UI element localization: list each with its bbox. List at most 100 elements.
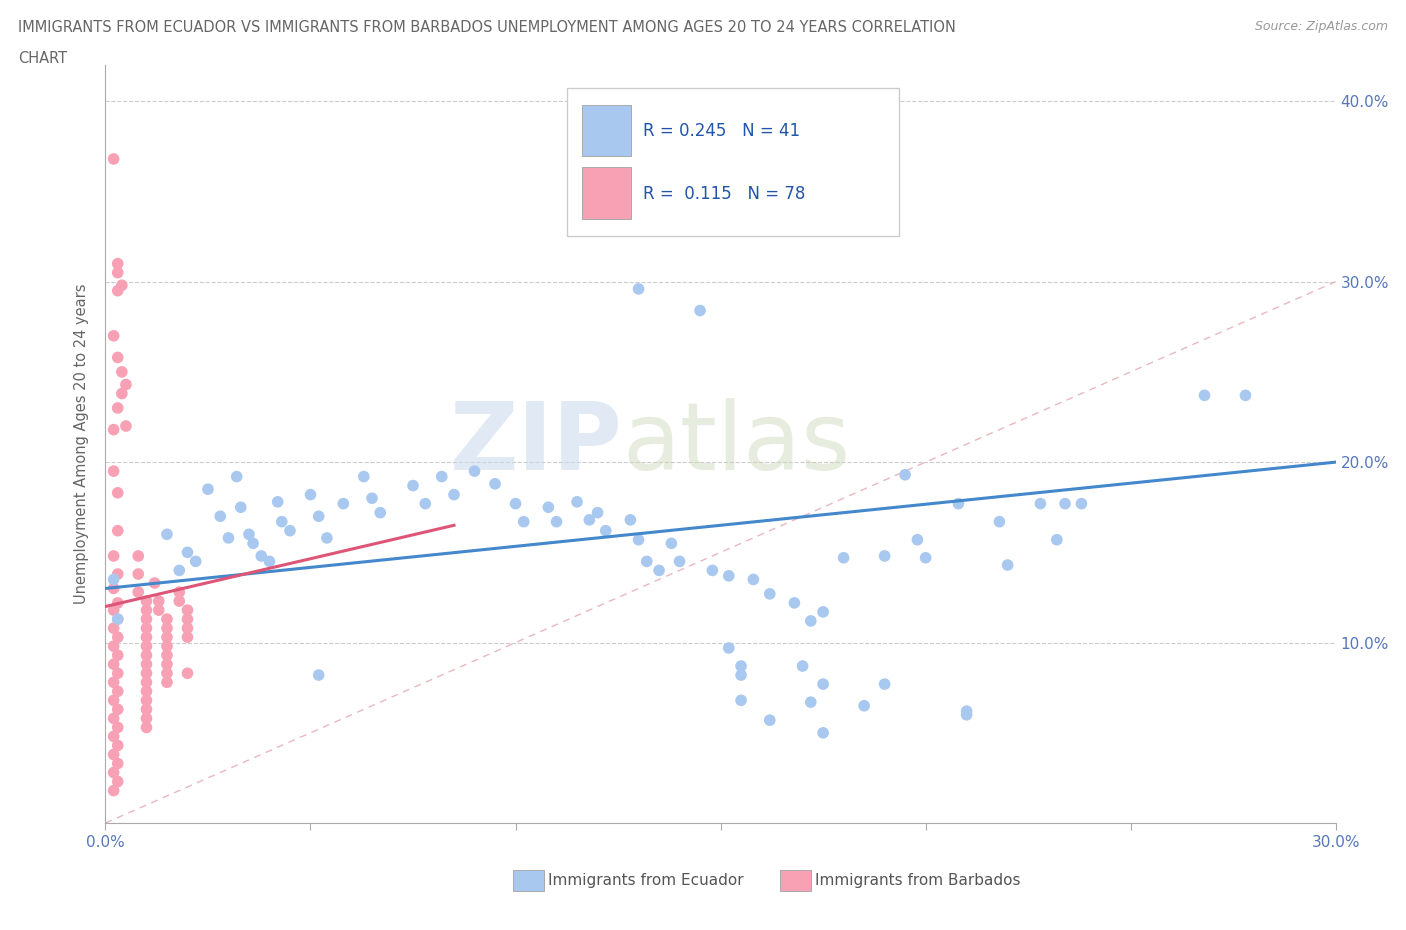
FancyBboxPatch shape (582, 167, 631, 219)
Point (107, 256, 129, 271)
Point (800, 614, 823, 629)
Point (107, 666, 129, 681)
Point (513, 514, 536, 529)
Point (218, 530, 240, 545)
Point (197, 482, 219, 497)
Point (853, 698, 876, 713)
Point (135, 630, 157, 644)
Point (135, 593, 157, 608)
Point (278, 524, 301, 538)
Point (156, 648, 179, 663)
Point (156, 675, 179, 690)
Point (832, 551, 855, 565)
Point (668, 554, 690, 569)
Point (148, 603, 170, 618)
Point (103, 328, 125, 343)
Point (107, 284, 129, 299)
Point (107, 702, 129, 717)
Point (107, 756, 129, 771)
Point (103, 572, 125, 587)
Point (914, 551, 936, 565)
Point (242, 536, 264, 551)
Point (759, 587, 782, 602)
Point (115, 418, 138, 433)
Point (259, 554, 281, 569)
Point (811, 725, 834, 740)
Point (103, 693, 125, 708)
Point (103, 747, 125, 762)
Point (107, 774, 129, 789)
Point (894, 467, 917, 482)
Point (135, 675, 157, 690)
Point (135, 702, 157, 717)
Point (111, 386, 134, 401)
Point (107, 612, 129, 627)
FancyBboxPatch shape (582, 104, 631, 156)
Point (103, 581, 125, 596)
Point (156, 666, 179, 681)
Point (627, 532, 650, 547)
Point (430, 469, 453, 484)
Point (1029, 497, 1052, 512)
Point (792, 658, 814, 673)
Point (127, 566, 149, 581)
Point (619, 512, 641, 527)
Point (156, 620, 179, 635)
Point (759, 712, 782, 727)
Point (107, 684, 129, 698)
Point (873, 549, 896, 564)
Point (873, 677, 896, 692)
Point (111, 365, 134, 379)
Text: Immigrants from Ecuador: Immigrants from Ecuador (548, 873, 744, 888)
Point (127, 549, 149, 564)
Point (783, 595, 806, 610)
Point (107, 566, 129, 581)
Point (988, 514, 1011, 529)
Point (948, 497, 970, 512)
Point (730, 658, 752, 673)
Point (267, 495, 290, 510)
Point (176, 630, 198, 644)
Point (565, 495, 588, 510)
Point (402, 478, 425, 493)
Text: ZIP: ZIP (450, 398, 621, 490)
Point (250, 549, 273, 564)
Point (169, 563, 191, 578)
Point (135, 603, 157, 618)
Point (1194, 388, 1216, 403)
Point (209, 509, 232, 524)
Point (742, 572, 765, 587)
Text: Source: ZipAtlas.com: Source: ZipAtlas.com (1254, 20, 1388, 33)
Point (135, 684, 157, 698)
Point (238, 527, 260, 542)
Y-axis label: Unemployment Among Ages 20 to 24 years: Unemployment Among Ages 20 to 24 years (75, 284, 90, 604)
Point (1046, 532, 1069, 547)
Point (103, 729, 125, 744)
Point (143, 576, 166, 591)
Text: R =  0.115   N = 78: R = 0.115 N = 78 (643, 185, 806, 203)
Point (107, 738, 129, 753)
Point (997, 558, 1019, 573)
Point (135, 612, 157, 627)
Point (484, 476, 506, 491)
Point (308, 668, 330, 683)
Point (595, 524, 617, 538)
Point (107, 485, 129, 500)
Text: IMMIGRANTS FROM ECUADOR VS IMMIGRANTS FROM BARBADOS UNEMPLOYMENT AMONG AGES 20 T: IMMIGRANTS FROM ECUADOR VS IMMIGRANTS FR… (18, 20, 956, 35)
Point (225, 469, 247, 484)
Point (156, 527, 179, 542)
Point (299, 487, 322, 502)
Point (103, 657, 125, 671)
Point (578, 512, 600, 527)
Point (443, 487, 465, 502)
Point (907, 532, 929, 547)
Point (107, 612, 129, 627)
Point (176, 612, 198, 627)
Point (415, 497, 437, 512)
Point (111, 278, 134, 293)
Point (308, 509, 330, 524)
Point (135, 657, 157, 671)
Point (103, 765, 125, 780)
Point (103, 711, 125, 725)
Point (627, 282, 650, 297)
